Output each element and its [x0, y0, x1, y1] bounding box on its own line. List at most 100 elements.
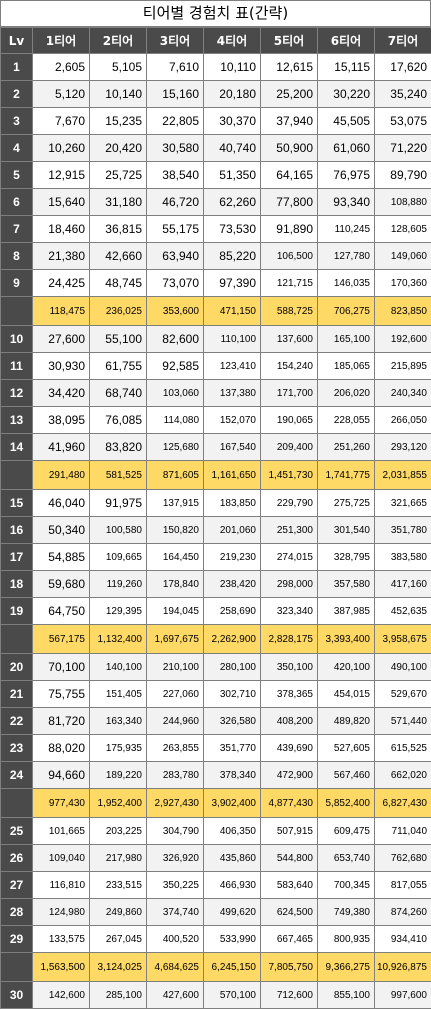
subtotal-cell: 3,393,400 [318, 625, 375, 654]
exp-cell: 529,670 [375, 681, 431, 708]
exp-cell: 209,400 [261, 434, 318, 461]
exp-cell: 75,755 [33, 681, 90, 708]
subtotal-cell: 4,877,430 [261, 789, 318, 818]
exp-cell: 106,500 [261, 243, 318, 270]
level-cell: 14 [1, 434, 33, 461]
exp-cell: 40,740 [204, 135, 261, 162]
exp-cell: 350,225 [147, 872, 204, 899]
subtotal-cell: 9,366,275 [318, 953, 375, 982]
exp-cell: 183,850 [204, 490, 261, 517]
subtotal-cell: 10,926,875 [375, 953, 431, 982]
exp-cell: 490,100 [375, 654, 431, 681]
exp-cell: 18,460 [33, 216, 90, 243]
subtotal-cell: 7,805,750 [261, 953, 318, 982]
exp-cell: 38,540 [147, 162, 204, 189]
exp-cell: 417,160 [375, 571, 431, 598]
header-tier-4: 4티어 [204, 28, 261, 54]
exp-cell: 114,080 [147, 407, 204, 434]
level-cell: 16 [1, 517, 33, 544]
subtotal-cell: 3,958,675 [375, 625, 431, 654]
header-tier-1: 1티어 [33, 28, 90, 54]
exp-cell: 323,340 [261, 598, 318, 625]
exp-cell: 321,665 [375, 490, 431, 517]
subtotal-cell: 2,828,175 [261, 625, 318, 654]
exp-cell: 357,580 [318, 571, 375, 598]
subtotal-cell: 4,684,625 [147, 953, 204, 982]
subtotal-cell: 5,852,400 [318, 789, 375, 818]
level-cell: 24 [1, 762, 33, 789]
exp-cell: 233,515 [90, 872, 147, 899]
exp-cell: 70,100 [33, 654, 90, 681]
exp-cell: 64,165 [261, 162, 318, 189]
exp-cell: 326,580 [204, 708, 261, 735]
exp-cell: 350,100 [261, 654, 318, 681]
exp-cell: 378,365 [261, 681, 318, 708]
exp-cell: 283,780 [147, 762, 204, 789]
exp-cell: 383,580 [375, 544, 431, 571]
exp-cell: 91,890 [261, 216, 318, 243]
exp-cell: 267,045 [90, 926, 147, 953]
exp-cell: 142,600 [33, 982, 90, 1009]
exp-cell: 25,725 [90, 162, 147, 189]
exp-cell: 217,980 [90, 845, 147, 872]
exp-cell: 92,585 [147, 353, 204, 380]
exp-cell: 244,960 [147, 708, 204, 735]
exp-cell: 109,040 [33, 845, 90, 872]
exp-cell: 15,640 [33, 189, 90, 216]
exp-cell: 140,100 [90, 654, 147, 681]
exp-cell: 45,505 [318, 108, 375, 135]
exp-cell: 22,805 [147, 108, 204, 135]
level-cell: 6 [1, 189, 33, 216]
exp-cell: 302,710 [204, 681, 261, 708]
level-cell: 10 [1, 326, 33, 353]
level-cell: 15 [1, 490, 33, 517]
header-tier-7: 7티어 [375, 28, 431, 54]
exp-cell: 89,790 [375, 162, 431, 189]
level-cell: 23 [1, 735, 33, 762]
level-cell: 29 [1, 926, 33, 953]
exp-cell: 163,340 [90, 708, 147, 735]
exp-cell: 149,060 [375, 243, 431, 270]
exp-cell: 206,020 [318, 380, 375, 407]
level-cell: 8 [1, 243, 33, 270]
exp-cell: 567,460 [318, 762, 375, 789]
exp-cell: 201,060 [204, 517, 261, 544]
exp-cell: 472,900 [261, 762, 318, 789]
subtotal-cell: 471,150 [204, 297, 261, 326]
exp-cell: 109,665 [90, 544, 147, 571]
exp-cell: 30,220 [318, 81, 375, 108]
exp-cell: 301,540 [318, 517, 375, 544]
subtotal-cell: 6,827,430 [375, 789, 431, 818]
exp-cell: 5,105 [90, 54, 147, 81]
exp-cell: 127,780 [318, 243, 375, 270]
exp-cell: 110,100 [204, 326, 261, 353]
exp-cell: 583,640 [261, 872, 318, 899]
exp-cell: 123,410 [204, 353, 261, 380]
exp-cell: 97,390 [204, 270, 261, 297]
exp-cell: 934,410 [375, 926, 431, 953]
exp-cell: 61,060 [318, 135, 375, 162]
level-cell: 7 [1, 216, 33, 243]
exp-cell: 240,340 [375, 380, 431, 407]
exp-cell: 61,755 [90, 353, 147, 380]
exp-cell: 94,660 [33, 762, 90, 789]
exp-cell: 274,015 [261, 544, 318, 571]
exp-cell: 351,770 [204, 735, 261, 762]
level-cell: 21 [1, 681, 33, 708]
exp-cell: 124,980 [33, 899, 90, 926]
exp-cell: 667,465 [261, 926, 318, 953]
